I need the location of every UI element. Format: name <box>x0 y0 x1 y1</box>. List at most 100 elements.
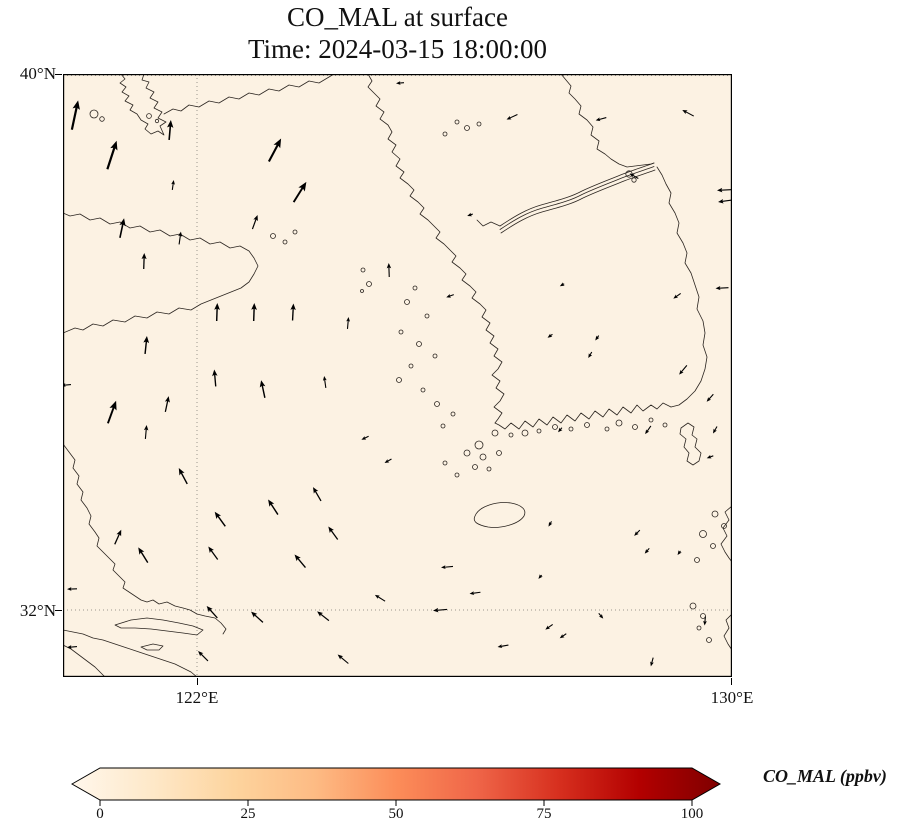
wind-arrow <box>629 173 639 179</box>
kyushu-islands <box>689 505 732 651</box>
wind-arrow <box>171 180 175 191</box>
wind-arrow <box>713 426 718 434</box>
wind-arrow <box>467 212 474 217</box>
wind-arrow <box>677 550 682 556</box>
ytick-mark-40n <box>55 74 62 76</box>
han-estuary <box>476 219 501 227</box>
wind-arrow <box>167 120 174 141</box>
coastline-paths <box>63 74 732 677</box>
wind-arrow <box>268 499 279 515</box>
wind-arrow <box>441 565 454 570</box>
wind-arrow <box>718 199 732 204</box>
wind-arrow <box>337 654 349 664</box>
wind-arrow <box>114 529 122 545</box>
wind-arrow <box>208 546 219 560</box>
wind-arrow <box>715 286 729 291</box>
wind-arrow <box>384 458 392 463</box>
wind-arrow <box>292 181 307 203</box>
xtick-mark-122e <box>196 678 198 685</box>
yangtze-south-bank <box>63 629 198 677</box>
wind-arrow <box>143 336 150 355</box>
figure-subtitle: Time: 2024-03-15 18:00:00 <box>247 34 548 64</box>
wind-arrow <box>119 218 126 238</box>
wind-arrow <box>317 611 330 622</box>
figure-title: CO_MAL at surface <box>287 2 508 32</box>
colorbar-label: CO_MAL (ppbv) <box>763 766 887 786</box>
colorbar-gradient-bar <box>70 767 722 801</box>
wind-arrow <box>206 606 218 619</box>
ytick-label-32n: 32°N <box>19 601 56 620</box>
wind-arrow <box>396 81 405 85</box>
wind-arrow <box>214 511 226 527</box>
wind-arrow <box>214 303 220 322</box>
wind-arrow <box>644 547 650 554</box>
wind-arrow <box>506 113 518 120</box>
ytick-label-40n: 40°N <box>19 64 56 83</box>
wind-arrow <box>717 187 732 193</box>
wind-arrow <box>595 117 607 122</box>
wind-arrow <box>703 616 707 626</box>
korea-islets <box>396 119 668 478</box>
ytick-mark-32n <box>55 610 62 612</box>
wind-arrow <box>706 393 714 402</box>
liaoning-coast <box>163 74 335 115</box>
wind-arrow <box>178 468 188 485</box>
korea-west-coast <box>367 74 505 424</box>
map-svg <box>63 74 732 677</box>
wind-arrow <box>67 587 78 591</box>
wind-arrow <box>374 594 386 602</box>
wind-arrow <box>143 425 149 440</box>
wind-arrow <box>645 425 652 435</box>
graticule-gridlines <box>63 74 732 677</box>
wind-arrow <box>313 487 322 502</box>
colorbar-tick-75: 75 <box>536 806 552 822</box>
wind-arrow <box>634 529 641 536</box>
plot-border <box>63 74 732 677</box>
wind-arrow <box>548 521 553 527</box>
wind-arrow <box>251 214 258 230</box>
chongming-island <box>114 617 204 636</box>
wind-arrow <box>259 380 266 398</box>
wind-arrow <box>386 263 392 278</box>
wind-arrow <box>361 435 369 440</box>
wind-arrow <box>328 526 339 540</box>
wind-arrow <box>164 396 170 412</box>
map-plot-area <box>63 74 732 677</box>
wind-arrow <box>538 574 543 579</box>
wind-arrow <box>598 612 604 619</box>
liaodong-peninsula <box>119 74 167 136</box>
wind-arrow <box>547 333 553 338</box>
wind-arrow <box>558 427 563 433</box>
wind-arrow <box>679 365 688 375</box>
wind-arrow <box>682 109 694 117</box>
wind-arrow <box>469 591 481 596</box>
shandong-peninsula <box>63 212 259 334</box>
wind-arrow <box>178 231 183 245</box>
colorbar-tick-marks <box>99 800 693 806</box>
wind-arrow <box>290 303 296 321</box>
wind-arrow <box>106 140 118 170</box>
wind-arrow <box>446 294 454 298</box>
korea-south-coast <box>494 402 672 430</box>
wind-arrow <box>595 335 600 341</box>
wind-arrow <box>70 100 80 130</box>
wind-arrow <box>67 645 78 649</box>
jiangsu-coast <box>63 443 227 635</box>
wind-arrow <box>706 454 714 459</box>
wind-arrow <box>251 611 264 623</box>
wind-arrow <box>559 282 565 287</box>
wind-arrow <box>141 253 147 270</box>
wind-arrow <box>497 644 509 649</box>
sk-east-coast <box>656 166 708 408</box>
colorbar-tick-0: 0 <box>96 806 104 822</box>
wind-arrow <box>138 547 149 564</box>
wind-arrow <box>673 292 682 299</box>
wind-arrow <box>294 554 306 568</box>
wind-vectors <box>63 81 732 667</box>
wind-arrow <box>588 351 593 359</box>
xtick-label-122e: 122°E <box>175 688 219 707</box>
wind-arrow <box>251 303 257 322</box>
colorbar-svg <box>70 767 722 806</box>
xtick-mark-130e <box>730 678 732 685</box>
xtick-label-130e: 130°E <box>710 688 754 707</box>
